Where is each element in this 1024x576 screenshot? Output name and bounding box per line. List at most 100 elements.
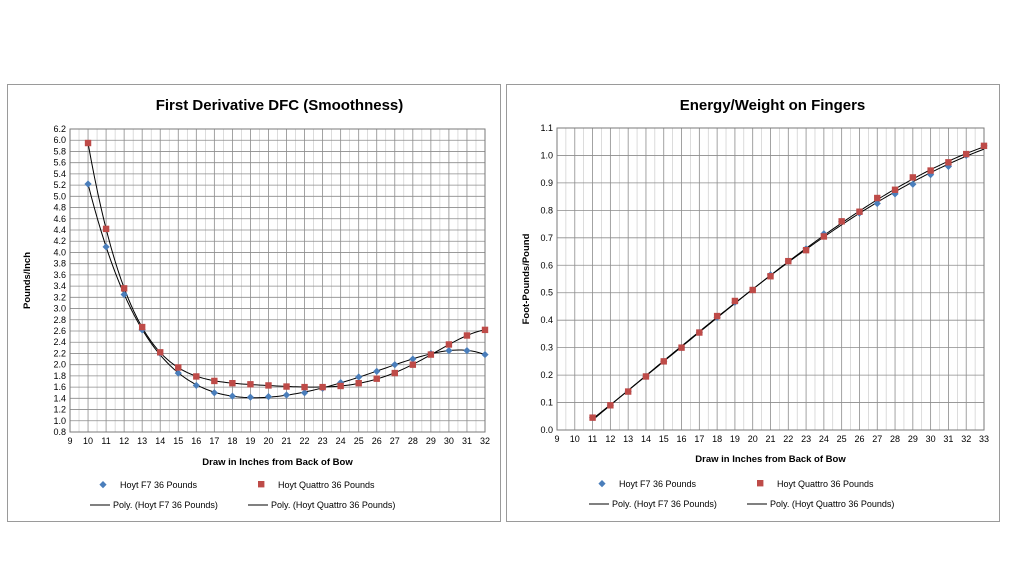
y-tick-label: 4.0	[53, 247, 66, 257]
legend-marker-quattro	[258, 481, 265, 488]
data-point-quattro	[927, 167, 934, 174]
data-point-f7	[282, 391, 291, 399]
legend-marker-quattro	[757, 480, 764, 487]
data-point-f7	[409, 355, 417, 363]
data-point-quattro	[427, 351, 435, 358]
data-point-quattro	[355, 379, 362, 387]
data-point-quattro	[481, 326, 489, 334]
legend-label: Hoyt F7 36 Pounds	[120, 480, 198, 490]
data-point-quattro	[138, 323, 146, 331]
x-tick-label: 20	[748, 434, 758, 444]
x-tick-label: 17	[209, 436, 219, 446]
data-point-quattro	[157, 349, 164, 356]
x-tick-label: 28	[890, 434, 900, 444]
y-tick-label: 5.6	[53, 158, 66, 168]
x-tick-label: 32	[961, 434, 971, 444]
x-tick-label: 20	[263, 436, 273, 446]
data-point-quattro	[874, 194, 881, 202]
x-tick-label: 16	[677, 434, 687, 444]
y-tick-label: 1.8	[53, 371, 66, 381]
data-point-f7	[228, 392, 236, 400]
data-point-quattro	[749, 286, 756, 294]
data-point-f7	[445, 347, 453, 355]
x-tick-label: 15	[659, 434, 669, 444]
y-axis-label: Foot-Pounds/Pound	[521, 233, 532, 324]
x-tick-label: 12	[605, 434, 615, 444]
legend-label: Poly. (Hoyt F7 36 Pounds)	[113, 500, 218, 510]
x-tick-label: 23	[801, 434, 811, 444]
y-tick-label: 1.0	[53, 416, 66, 426]
y-tick-label: 0.0	[540, 425, 553, 435]
data-point-f7	[944, 162, 953, 171]
data-point-f7	[909, 180, 917, 188]
data-point-quattro	[767, 273, 774, 280]
data-point-f7	[102, 243, 110, 251]
y-tick-label: 0.2	[540, 370, 553, 380]
y-tick-label: 0.4	[540, 315, 553, 325]
y-tick-label: 1.1	[540, 123, 553, 133]
x-tick-label: 29	[908, 434, 918, 444]
legend-marker-f7	[598, 480, 606, 488]
data-point-f7	[891, 190, 899, 198]
data-point-quattro	[373, 375, 380, 382]
data-point-quattro	[856, 208, 863, 215]
data-point-quattro	[391, 369, 398, 377]
x-tick-label: 15	[173, 436, 183, 446]
data-point-quattro	[265, 382, 272, 389]
y-tick-label: 3.0	[53, 304, 66, 314]
data-point-f7	[355, 373, 363, 381]
x-tick-label: 25	[837, 434, 847, 444]
y-tick-label: 4.6	[53, 214, 66, 224]
data-point-quattro	[696, 329, 703, 336]
y-tick-label: 3.8	[53, 259, 66, 269]
y-tick-label: 1.4	[53, 393, 66, 403]
data-point-quattro	[175, 364, 182, 371]
plot-area-border	[556, 127, 985, 431]
y-tick-label: 2.8	[53, 315, 66, 325]
x-tick-label: 9	[554, 434, 559, 444]
data-point-f7	[84, 180, 92, 188]
data-point-quattro	[607, 402, 614, 409]
x-tick-label: 11	[588, 434, 597, 444]
y-tick-label: 2.0	[53, 360, 66, 370]
data-point-f7	[873, 199, 881, 208]
data-point-f7	[174, 369, 182, 377]
data-point-f7	[120, 290, 128, 299]
y-tick-label: 0.7	[540, 233, 553, 243]
data-point-quattro	[102, 225, 110, 233]
data-point-quattro	[945, 159, 952, 166]
x-axis-label: Draw in Inches from Back of Bow	[695, 454, 846, 465]
y-tick-label: 4.2	[53, 236, 66, 246]
x-tick-label: 16	[191, 436, 201, 446]
y-tick-label: 0.3	[540, 343, 553, 353]
data-point-quattro	[319, 383, 326, 391]
y-axis-label: Pounds/Inch	[22, 252, 33, 309]
x-tick-label: 31	[943, 434, 953, 444]
data-point-quattro	[642, 373, 650, 380]
y-tick-label: 2.2	[53, 348, 66, 358]
y-tick-label: 5.2	[53, 180, 66, 190]
x-tick-label: 29	[426, 436, 436, 446]
data-point-f7	[391, 361, 399, 369]
x-tick-label: 28	[408, 436, 418, 446]
legend-label: Poly. (Hoyt Quattro 36 Pounds)	[271, 500, 395, 510]
data-point-quattro	[802, 246, 810, 254]
x-tick-label: 17	[694, 434, 704, 444]
x-axis-label: Draw in Inches from Back of Bow	[202, 457, 353, 468]
x-tick-label: 9	[67, 436, 72, 446]
legend-label: Hoyt F7 36 Pounds	[619, 479, 697, 489]
data-point-quattro	[731, 297, 739, 305]
y-tick-label: 0.8	[53, 427, 66, 437]
data-point-quattro	[463, 332, 471, 339]
chart-energy-panel: Energy/Weight on Fingers 0.0 0.1 0.2 0.3 0.4 0…	[506, 84, 1000, 522]
plot-area-border	[69, 128, 486, 433]
y-tick-label: 1.2	[53, 405, 66, 415]
data-point-quattro	[84, 139, 92, 147]
data-point-f7	[192, 381, 200, 390]
data-point-quattro	[660, 358, 667, 365]
data-point-f7	[264, 393, 273, 401]
y-tick-label: 6.2	[53, 124, 66, 134]
chart-title: Energy/Weight on Fingers	[680, 97, 866, 114]
data-point-quattro	[838, 218, 845, 225]
chart-title: First Derivative DFC (Smoothness)	[156, 97, 404, 114]
